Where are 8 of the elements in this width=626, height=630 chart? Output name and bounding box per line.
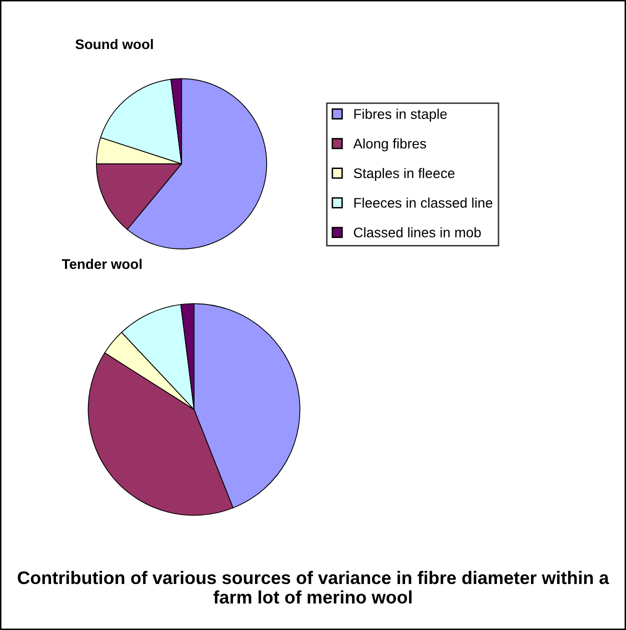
text: Contribution of various sources of variance in fibre diameter within a farm lot of merino wool (18, 570, 610, 604)
legend-label: Along fibres (353, 138, 426, 152)
legend-label: Staples in fleece (354, 168, 455, 181)
chart-title: Sound wool (76, 38, 153, 50)
legend-label: Fleeces in classed line (354, 198, 492, 208)
legend-label: Classed lines in mob (354, 227, 481, 238)
legend-label: Fibres in staple (354, 108, 447, 122)
chart-title: Tender wool (62, 258, 142, 270)
